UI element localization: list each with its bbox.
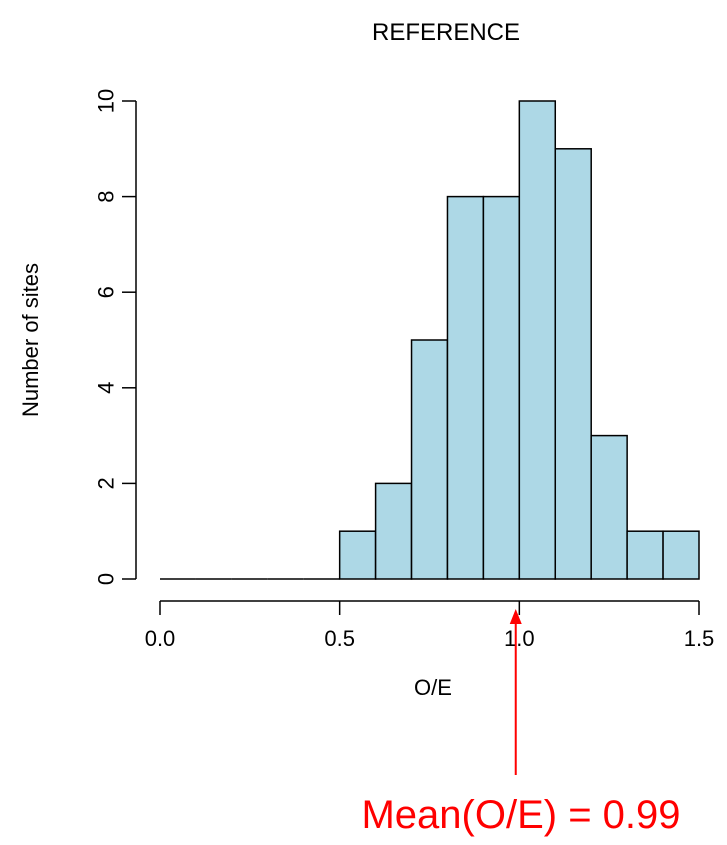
histogram-bar-10 bbox=[518, 100, 557, 580]
mean-annotation: Mean(O/E) = 0.99 bbox=[361, 609, 681, 837]
y-tick-label-2: 4 bbox=[94, 382, 119, 394]
histogram-bar-14 bbox=[662, 530, 700, 580]
chart-title: REFERENCE bbox=[372, 19, 520, 46]
x-tick-label-2: 1.0 bbox=[504, 626, 535, 651]
histogram-bar-6 bbox=[374, 482, 413, 580]
annotation-arrowhead bbox=[509, 609, 522, 624]
bars-group bbox=[160, 100, 700, 580]
y-tick-label-0: 0 bbox=[94, 573, 119, 585]
histogram-bar-9 bbox=[482, 195, 521, 580]
histogram-bar-12 bbox=[590, 434, 628, 580]
y-tick-label-5: 10 bbox=[94, 89, 119, 113]
histogram-bar-11 bbox=[554, 148, 592, 580]
y-tick-label-1: 2 bbox=[94, 477, 119, 489]
y-tick-label-3: 6 bbox=[94, 286, 119, 298]
x-axis-label: O/E bbox=[414, 675, 452, 700]
x-axis: 0.0 0.5 1.0 1.5 bbox=[145, 600, 715, 651]
histogram-bar-5 bbox=[338, 530, 377, 580]
x-tick-label-1: 0.5 bbox=[324, 626, 355, 651]
annotation-text: Mean(O/E) = 0.99 bbox=[361, 793, 680, 837]
x-tick-label-3: 1.5 bbox=[684, 626, 715, 651]
y-axis: 0 2 4 6 8 10 bbox=[94, 89, 137, 585]
x-tick-label-0: 0.0 bbox=[145, 626, 176, 651]
y-tick-label-4: 8 bbox=[94, 190, 119, 202]
histogram-bar-13 bbox=[626, 530, 664, 580]
y-axis-label: Number of sites bbox=[18, 263, 43, 417]
histogram-bar-8 bbox=[446, 195, 485, 580]
histogram-bar-7 bbox=[410, 339, 449, 580]
